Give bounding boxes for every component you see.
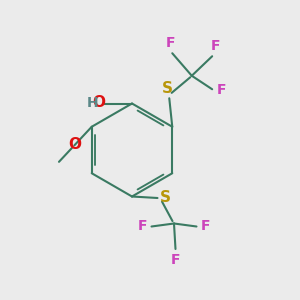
Text: O: O (92, 95, 105, 110)
Text: F: F (201, 219, 211, 233)
Text: F: F (210, 39, 220, 53)
Text: S: S (160, 190, 171, 205)
Text: O: O (69, 137, 82, 152)
Text: S: S (162, 81, 173, 96)
Text: F: F (137, 219, 147, 233)
Text: F: F (217, 83, 226, 97)
Text: F: F (166, 36, 175, 50)
Text: F: F (171, 254, 180, 268)
Text: H: H (86, 96, 98, 110)
